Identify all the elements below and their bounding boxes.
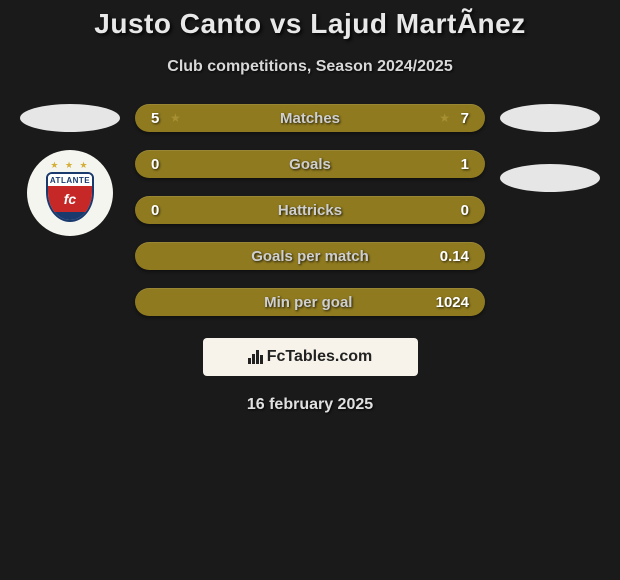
- stat-bar: 5Matches7★★: [135, 104, 485, 132]
- main-row: ★ ★ ★ ATLANTE fc 5Matches7★★0Goals10Hatt…: [0, 104, 620, 316]
- stat-value-left: 0: [151, 156, 181, 173]
- stat-bar: 0 Goals 1: [135, 150, 485, 178]
- stat-label: Goals per match: [251, 248, 369, 265]
- team-badge-left: ★ ★ ★ ATLANTE fc: [27, 150, 113, 236]
- stats-column: 5Matches7★★0Goals10Hattricks0Goals per m…: [135, 104, 485, 316]
- star-icon: ★: [439, 111, 450, 125]
- stat-label: Hattricks: [278, 202, 342, 219]
- shield-text-mid: fc: [64, 191, 76, 207]
- stat-value-left: 0: [151, 202, 181, 219]
- subtitle: Club competitions, Season 2024/2025: [167, 58, 452, 76]
- stat-value-right: 0.14: [439, 248, 469, 265]
- bar-chart-icon: [248, 350, 263, 364]
- stat-bar: 0 Hattricks 0: [135, 196, 485, 224]
- stat-value-right: 1: [439, 156, 469, 173]
- stat-label: Goals: [289, 156, 331, 173]
- stat-label: Min per goal: [264, 294, 352, 311]
- stat-label: Matches: [280, 110, 340, 127]
- stat-value-right: 0: [439, 202, 469, 219]
- page-title: Justo Canto vs Lajud MartÃ­nez: [94, 8, 525, 40]
- right-player-col: [495, 104, 605, 316]
- comparison-card: Justo Canto vs Lajud MartÃ­nez Club comp…: [0, 0, 620, 414]
- left-player-col: ★ ★ ★ ATLANTE fc: [15, 104, 125, 316]
- shield-text-top: ATLANTE: [48, 174, 92, 186]
- stat-bar: Goals per match 0.14: [135, 242, 485, 270]
- player-photo-placeholder-right-1: [500, 104, 600, 132]
- player-photo-placeholder-left: [20, 104, 120, 132]
- brand-text: FcTables.com: [267, 348, 373, 366]
- date-label: 16 february 2025: [247, 396, 373, 414]
- stat-bar: Min per goal 1024: [135, 288, 485, 316]
- brand-link[interactable]: FcTables.com: [203, 338, 418, 376]
- stat-value-right: 1024: [436, 294, 469, 311]
- star-icon: ★: [170, 111, 181, 125]
- player-photo-placeholder-right-2: [500, 164, 600, 192]
- atlante-shield-icon: ★ ★ ★ ATLANTE fc: [43, 161, 97, 225]
